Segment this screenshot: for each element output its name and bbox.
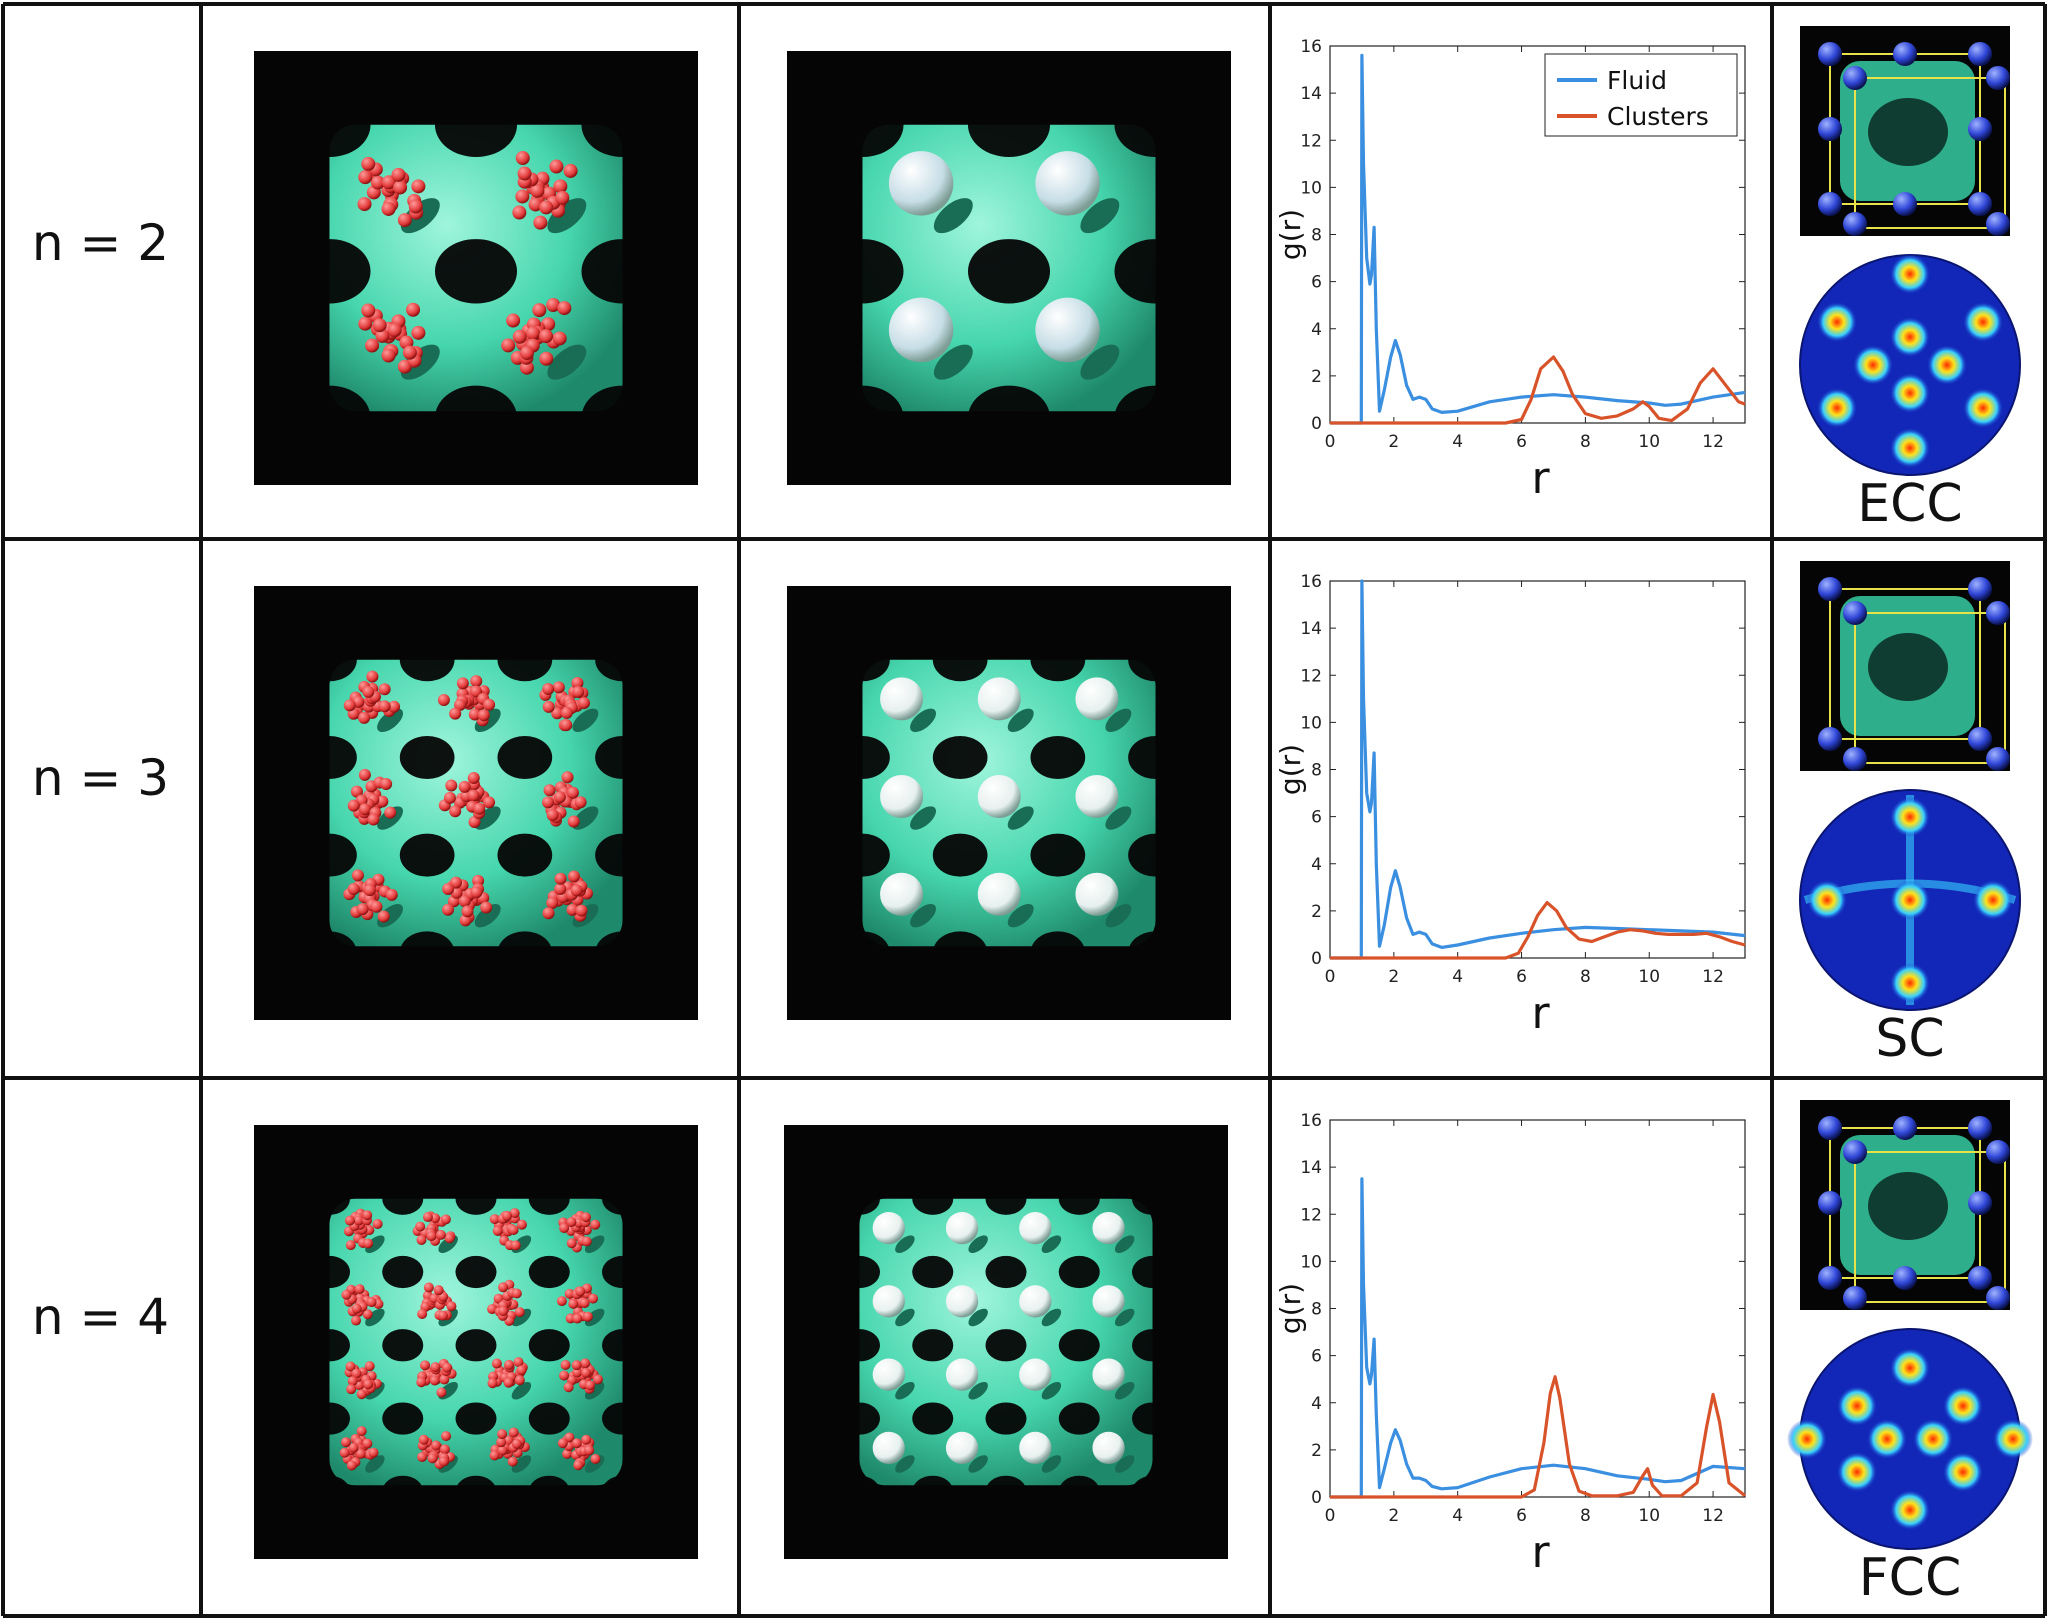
y-tick-label: 8 (1311, 1300, 1322, 1320)
x-tick-label: 4 (1452, 1506, 1463, 1526)
x-axis-label: r (1531, 1527, 1550, 1578)
x-axis-label: r (1531, 988, 1550, 1039)
snapshot-density-panel (787, 51, 1231, 485)
lattice-label: ECC (1857, 474, 1963, 534)
gr-chart: 0 2 4 6 8 10 12 0 2 4 6 8 10 12 14 16 r g(r) (1274, 572, 1746, 1039)
y-tick-label: 6 (1311, 1347, 1322, 1367)
y-tick-label: 4 (1311, 1394, 1322, 1414)
x-tick-label: 10 (1638, 967, 1660, 987)
x-tick-label: 0 (1325, 967, 1336, 987)
x-tick-label: 8 (1580, 1506, 1591, 1526)
x-tick-label: 4 (1452, 432, 1463, 452)
y-tick-label: 10 (1300, 1252, 1322, 1272)
pole-figure (1799, 254, 2021, 476)
y-axis-label: g(r) (1274, 209, 1307, 260)
legend-label: Fluid (1607, 66, 1667, 95)
x-tick-label: 4 (1452, 967, 1463, 987)
y-tick-label: 10 (1300, 713, 1322, 733)
y-tick-label: 6 (1311, 808, 1322, 828)
y-tick-label: 6 (1311, 273, 1322, 293)
gr-chart: 0 2 4 6 8 10 12 0 2 4 6 8 10 12 14 16 r g(r) Fluid Clusters (1274, 37, 1746, 504)
row-label: n = 4 (31, 1288, 170, 1346)
y-tick-label: 16 (1300, 37, 1322, 57)
x-tick-label: 10 (1638, 432, 1660, 452)
series-line-clusters (1330, 355, 1746, 425)
pole-figure (1787, 1328, 2033, 1550)
y-tick-label: 14 (1300, 619, 1322, 639)
x-tick-label: 2 (1388, 967, 1399, 987)
x-tick-label: 10 (1638, 1506, 1660, 1526)
y-tick-label: 16 (1300, 1111, 1322, 1131)
y-tick-label: 16 (1300, 572, 1322, 592)
y-tick-label: 4 (1311, 320, 1322, 340)
series-line-fluid (1330, 1177, 1746, 1499)
row-label: n = 3 (31, 749, 170, 807)
snapshot-particles-panel (254, 586, 698, 1020)
y-tick-label: 2 (1311, 367, 1322, 387)
y-tick-label: 12 (1300, 1205, 1322, 1225)
gr-chart: 0 2 4 6 8 10 12 0 2 4 6 8 10 12 14 16 r g(r) (1274, 1111, 1747, 1578)
series-line-clusters (1330, 1375, 1747, 1499)
legend (1544, 53, 1738, 137)
series-line-fluid (1330, 579, 1746, 960)
y-tick-label: 0 (1311, 414, 1322, 434)
series-line-fluid (1330, 53, 1746, 425)
snapshot-particles-panel (254, 1125, 698, 1559)
unit-cell-panel (1800, 1100, 2010, 1310)
unit-cell-panel (1800, 26, 2010, 236)
plot-frame (1329, 580, 1746, 959)
plot-frame (1329, 1119, 1746, 1498)
x-tick-label: 12 (1702, 432, 1724, 452)
y-tick-label: 10 (1300, 178, 1322, 198)
x-tick-label: 12 (1702, 1506, 1724, 1526)
y-axis-label: g(r) (1274, 744, 1307, 795)
unit-cell-panel (1800, 561, 2010, 771)
snapshot-density-panel (784, 1125, 1228, 1559)
y-tick-label: 8 (1311, 226, 1322, 246)
y-tick-label: 8 (1311, 761, 1322, 781)
lattice-label: FCC (1858, 1548, 1962, 1608)
x-tick-label: 2 (1388, 432, 1399, 452)
y-tick-label: 0 (1311, 1488, 1322, 1508)
lattice-label: SC (1875, 1009, 1945, 1069)
x-tick-label: 12 (1702, 967, 1724, 987)
y-tick-label: 14 (1300, 84, 1322, 104)
series-line-clusters (1330, 901, 1746, 960)
y-tick-label: 12 (1300, 131, 1322, 151)
x-tick-label: 8 (1580, 432, 1591, 452)
x-tick-label: 8 (1580, 967, 1591, 987)
y-tick-label: 2 (1311, 902, 1322, 922)
x-tick-label: 6 (1516, 432, 1527, 452)
y-tick-label: 4 (1311, 855, 1322, 875)
pole-figure (1799, 789, 2021, 1011)
x-tick-label: 2 (1388, 1506, 1399, 1526)
y-axis-label: g(r) (1274, 1283, 1307, 1334)
x-axis-label: r (1531, 453, 1550, 504)
x-tick-label: 6 (1516, 1506, 1527, 1526)
y-tick-label: 12 (1300, 666, 1322, 686)
x-tick-label: 0 (1325, 432, 1336, 452)
y-tick-label: 0 (1311, 949, 1322, 969)
legend-label: Clusters (1607, 102, 1709, 131)
row-label: n = 2 (31, 214, 170, 272)
y-tick-label: 14 (1300, 1158, 1322, 1178)
x-tick-label: 0 (1325, 1506, 1336, 1526)
snapshot-density-panel (787, 586, 1231, 1020)
snapshot-particles-panel (254, 51, 698, 485)
x-tick-label: 6 (1516, 967, 1527, 987)
y-tick-label: 2 (1311, 1441, 1322, 1461)
